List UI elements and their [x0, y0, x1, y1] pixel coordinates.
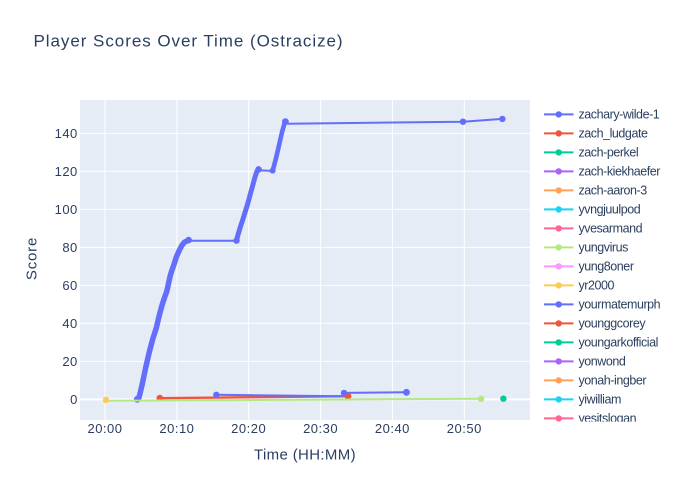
svg-text:20:40: 20:40 — [375, 421, 410, 436]
svg-text:yonah-ingber: yonah-ingber — [579, 374, 647, 388]
svg-text:yung8oner: yung8oner — [579, 260, 634, 274]
svg-text:zach_ludgate: zach_ludgate — [579, 127, 648, 141]
svg-text:60: 60 — [62, 278, 77, 293]
svg-text:younggcorey: younggcorey — [579, 317, 647, 331]
svg-text:20:30: 20:30 — [303, 421, 338, 436]
svg-text:youngarkofficial: youngarkofficial — [579, 336, 658, 350]
svg-text:yungvirus: yungvirus — [579, 241, 629, 255]
svg-text:Player Scores Over Time (Ostra: Player Scores Over Time (Ostracize) — [34, 31, 344, 50]
svg-text:yvesarmand: yvesarmand — [579, 222, 643, 236]
svg-text:20: 20 — [62, 354, 77, 369]
svg-text:120: 120 — [55, 164, 78, 179]
svg-text:zach-kiekhaefer: zach-kiekhaefer — [579, 165, 661, 179]
svg-text:yr2000: yr2000 — [579, 279, 615, 293]
svg-text:80: 80 — [62, 240, 77, 255]
svg-text:yiwilliam: yiwilliam — [579, 393, 622, 407]
svg-text:140: 140 — [55, 126, 78, 141]
svg-text:zachary-wilde-1: zachary-wilde-1 — [579, 108, 660, 122]
svg-text:100: 100 — [55, 202, 78, 217]
svg-text:Score: Score — [24, 237, 41, 280]
svg-text:zach-aaron-3: zach-aaron-3 — [579, 184, 648, 198]
svg-text:zach-perkel: zach-perkel — [579, 146, 639, 160]
svg-text:yvngjuulpod: yvngjuulpod — [579, 203, 641, 217]
svg-text:0: 0 — [70, 392, 78, 407]
svg-text:yourmatemurph: yourmatemurph — [579, 298, 661, 312]
svg-text:yonwond: yonwond — [579, 355, 626, 369]
svg-text:20:20: 20:20 — [231, 421, 266, 436]
svg-text:20:10: 20:10 — [159, 421, 194, 436]
svg-text:yesitslogan: yesitslogan — [579, 412, 637, 426]
svg-text:20:50: 20:50 — [447, 421, 482, 436]
svg-text:40: 40 — [62, 316, 77, 331]
svg-text:Time (HH:MM): Time (HH:MM) — [254, 447, 356, 464]
svg-text:20:00: 20:00 — [87, 421, 122, 436]
